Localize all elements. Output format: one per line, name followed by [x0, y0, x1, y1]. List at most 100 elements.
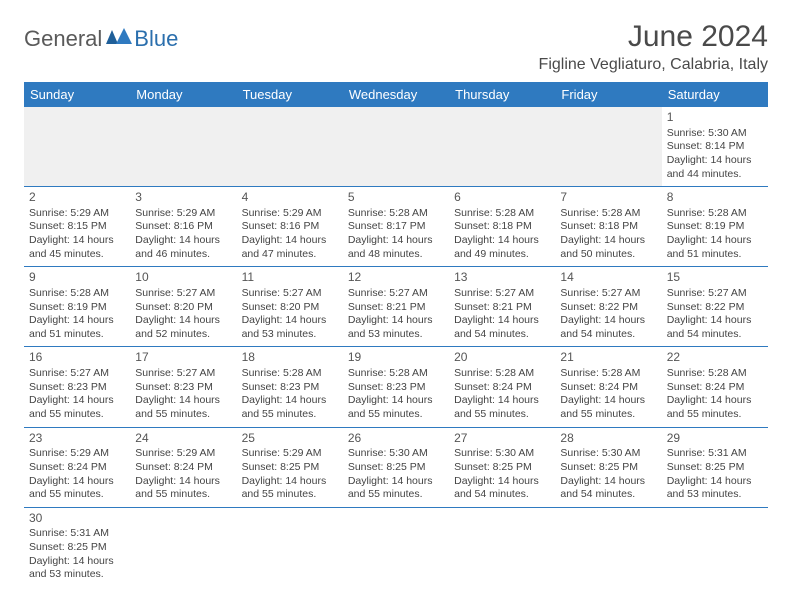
daylight-text: Daylight: 14 hours and 45 minutes. [29, 234, 125, 261]
daylight-text: Daylight: 14 hours and 53 minutes. [242, 314, 338, 341]
sunset-text: Sunset: 8:19 PM [29, 301, 125, 315]
sunrise-text: Sunrise: 5:28 AM [560, 367, 656, 381]
calendar-cell: 1Sunrise: 5:30 AMSunset: 8:14 PMDaylight… [662, 107, 768, 187]
title-block: June 2024 Figline Vegliaturo, Calabria, … [539, 20, 768, 74]
sunrise-text: Sunrise: 5:27 AM [560, 287, 656, 301]
sunset-text: Sunset: 8:15 PM [29, 220, 125, 234]
logo: General Blue [24, 26, 178, 52]
day-number: 2 [29, 190, 125, 206]
weekday-header: Wednesday [343, 82, 449, 107]
weekday-header: Saturday [662, 82, 768, 107]
calendar-cell: 16Sunrise: 5:27 AMSunset: 8:23 PMDayligh… [24, 347, 130, 427]
calendar-cell: 12Sunrise: 5:27 AMSunset: 8:21 PMDayligh… [343, 267, 449, 347]
daylight-text: Daylight: 14 hours and 46 minutes. [135, 234, 231, 261]
weekday-header: Friday [555, 82, 661, 107]
sunrise-text: Sunrise: 5:28 AM [667, 207, 763, 221]
sunset-text: Sunset: 8:18 PM [560, 220, 656, 234]
sunset-text: Sunset: 8:24 PM [560, 381, 656, 395]
weekday-header: Sunday [24, 82, 130, 107]
day-number: 30 [29, 511, 125, 527]
calendar-cell: 10Sunrise: 5:27 AMSunset: 8:20 PMDayligh… [130, 267, 236, 347]
day-number: 23 [29, 431, 125, 447]
sunset-text: Sunset: 8:25 PM [454, 461, 550, 475]
calendar-cell: 7Sunrise: 5:28 AMSunset: 8:18 PMDaylight… [555, 187, 661, 267]
calendar-cell: 9Sunrise: 5:28 AMSunset: 8:19 PMDaylight… [24, 267, 130, 347]
sunset-text: Sunset: 8:19 PM [667, 220, 763, 234]
sunrise-text: Sunrise: 5:29 AM [135, 207, 231, 221]
day-number: 5 [348, 190, 444, 206]
calendar-cell: 21Sunrise: 5:28 AMSunset: 8:24 PMDayligh… [555, 347, 661, 427]
sunrise-text: Sunrise: 5:28 AM [348, 367, 444, 381]
calendar-head: SundayMondayTuesdayWednesdayThursdayFrid… [24, 82, 768, 107]
calendar-cell: 14Sunrise: 5:27 AMSunset: 8:22 PMDayligh… [555, 267, 661, 347]
day-number: 22 [667, 350, 763, 366]
day-number: 15 [667, 270, 763, 286]
sunset-text: Sunset: 8:21 PM [348, 301, 444, 315]
calendar-cell: 19Sunrise: 5:28 AMSunset: 8:23 PMDayligh… [343, 347, 449, 427]
day-number: 19 [348, 350, 444, 366]
daylight-text: Daylight: 14 hours and 51 minutes. [29, 314, 125, 341]
daylight-text: Daylight: 14 hours and 55 minutes. [29, 475, 125, 502]
weekday-row: SundayMondayTuesdayWednesdayThursdayFrid… [24, 82, 768, 107]
daylight-text: Daylight: 14 hours and 55 minutes. [242, 475, 338, 502]
sunset-text: Sunset: 8:25 PM [560, 461, 656, 475]
calendar-cell: 25Sunrise: 5:29 AMSunset: 8:25 PMDayligh… [237, 427, 343, 507]
sunrise-text: Sunrise: 5:27 AM [242, 287, 338, 301]
sunrise-text: Sunrise: 5:29 AM [29, 207, 125, 221]
day-number: 17 [135, 350, 231, 366]
weekday-header: Thursday [449, 82, 555, 107]
day-number: 10 [135, 270, 231, 286]
daylight-text: Daylight: 14 hours and 55 minutes. [348, 475, 444, 502]
daylight-text: Daylight: 14 hours and 48 minutes. [348, 234, 444, 261]
day-number: 18 [242, 350, 338, 366]
sunrise-text: Sunrise: 5:30 AM [560, 447, 656, 461]
daylight-text: Daylight: 14 hours and 47 minutes. [242, 234, 338, 261]
day-number: 24 [135, 431, 231, 447]
sunrise-text: Sunrise: 5:27 AM [667, 287, 763, 301]
daylight-text: Daylight: 14 hours and 55 minutes. [560, 394, 656, 421]
calendar-cell: 20Sunrise: 5:28 AMSunset: 8:24 PMDayligh… [449, 347, 555, 427]
sunrise-text: Sunrise: 5:27 AM [348, 287, 444, 301]
sunset-text: Sunset: 8:23 PM [348, 381, 444, 395]
sunset-text: Sunset: 8:23 PM [135, 381, 231, 395]
day-number: 8 [667, 190, 763, 206]
sunset-text: Sunset: 8:20 PM [242, 301, 338, 315]
daylight-text: Daylight: 14 hours and 55 minutes. [667, 394, 763, 421]
sunset-text: Sunset: 8:21 PM [454, 301, 550, 315]
month-title: June 2024 [539, 20, 768, 54]
daylight-text: Daylight: 14 hours and 44 minutes. [667, 154, 763, 181]
sunrise-text: Sunrise: 5:29 AM [29, 447, 125, 461]
day-number: 6 [454, 190, 550, 206]
sunrise-text: Sunrise: 5:30 AM [454, 447, 550, 461]
logo-text-general: General [24, 26, 102, 52]
day-number: 11 [242, 270, 338, 286]
sunrise-text: Sunrise: 5:27 AM [135, 367, 231, 381]
sunset-text: Sunset: 8:25 PM [348, 461, 444, 475]
daylight-text: Daylight: 14 hours and 51 minutes. [667, 234, 763, 261]
calendar-body: 1Sunrise: 5:30 AMSunset: 8:14 PMDaylight… [24, 107, 768, 587]
day-number: 28 [560, 431, 656, 447]
daylight-text: Daylight: 14 hours and 54 minutes. [454, 475, 550, 502]
sunrise-text: Sunrise: 5:28 AM [454, 367, 550, 381]
calendar-cell: 23Sunrise: 5:29 AMSunset: 8:24 PMDayligh… [24, 427, 130, 507]
calendar-row: 30Sunrise: 5:31 AMSunset: 8:25 PMDayligh… [24, 507, 768, 587]
day-number: 26 [348, 431, 444, 447]
sunset-text: Sunset: 8:25 PM [29, 541, 125, 555]
calendar-cell [555, 107, 661, 187]
calendar-cell: 22Sunrise: 5:28 AMSunset: 8:24 PMDayligh… [662, 347, 768, 427]
sunset-text: Sunset: 8:24 PM [135, 461, 231, 475]
day-number: 12 [348, 270, 444, 286]
calendar-cell [24, 107, 130, 187]
day-number: 9 [29, 270, 125, 286]
sunset-text: Sunset: 8:25 PM [667, 461, 763, 475]
daylight-text: Daylight: 14 hours and 55 minutes. [29, 394, 125, 421]
sunrise-text: Sunrise: 5:28 AM [242, 367, 338, 381]
page-header: General Blue June 2024 Figline Vegliatur… [24, 20, 768, 74]
sunrise-text: Sunrise: 5:27 AM [135, 287, 231, 301]
sunset-text: Sunset: 8:22 PM [667, 301, 763, 315]
calendar-cell [237, 507, 343, 587]
day-number: 4 [242, 190, 338, 206]
daylight-text: Daylight: 14 hours and 53 minutes. [29, 555, 125, 582]
calendar-row: 2Sunrise: 5:29 AMSunset: 8:15 PMDaylight… [24, 187, 768, 267]
calendar-cell: 4Sunrise: 5:29 AMSunset: 8:16 PMDaylight… [237, 187, 343, 267]
